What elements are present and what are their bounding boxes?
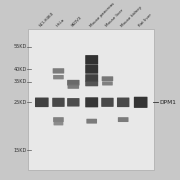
FancyBboxPatch shape <box>102 81 113 86</box>
Text: Mouse liver: Mouse liver <box>105 8 124 28</box>
Text: NCI-H460: NCI-H460 <box>39 11 55 28</box>
Text: Mouse kidney: Mouse kidney <box>120 5 143 28</box>
FancyBboxPatch shape <box>85 55 98 65</box>
FancyBboxPatch shape <box>101 98 114 107</box>
Text: 25KD: 25KD <box>13 100 27 105</box>
Text: Mouse pancreas: Mouse pancreas <box>89 1 115 28</box>
FancyBboxPatch shape <box>85 97 98 107</box>
Text: DPM1: DPM1 <box>159 100 176 105</box>
FancyBboxPatch shape <box>134 97 147 108</box>
Text: HeLa: HeLa <box>56 18 66 28</box>
Text: 55KD: 55KD <box>13 44 27 49</box>
FancyBboxPatch shape <box>102 76 113 81</box>
Text: 40KD: 40KD <box>13 67 27 72</box>
FancyBboxPatch shape <box>53 117 64 122</box>
FancyBboxPatch shape <box>85 65 98 74</box>
FancyBboxPatch shape <box>85 74 98 82</box>
FancyBboxPatch shape <box>68 84 79 89</box>
Text: 15KD: 15KD <box>13 148 27 153</box>
FancyBboxPatch shape <box>85 81 98 86</box>
Text: 35KD: 35KD <box>13 79 27 84</box>
FancyBboxPatch shape <box>53 75 64 79</box>
FancyBboxPatch shape <box>52 98 65 107</box>
FancyBboxPatch shape <box>86 119 97 124</box>
FancyBboxPatch shape <box>118 117 129 122</box>
Text: SKOV3: SKOV3 <box>71 15 83 28</box>
FancyBboxPatch shape <box>53 122 63 125</box>
Text: Rat liver: Rat liver <box>138 13 153 28</box>
FancyBboxPatch shape <box>35 98 49 107</box>
FancyBboxPatch shape <box>67 98 80 107</box>
FancyBboxPatch shape <box>67 80 80 86</box>
FancyBboxPatch shape <box>53 68 64 74</box>
FancyBboxPatch shape <box>117 98 129 107</box>
Bar <box>28 29 154 170</box>
